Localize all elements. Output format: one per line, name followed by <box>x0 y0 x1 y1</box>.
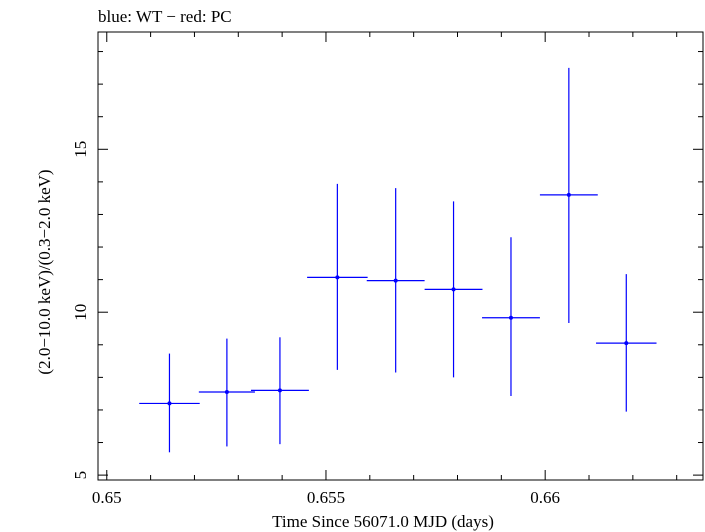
x-tick-label: 0.65 <box>92 488 122 507</box>
x-axis-tick-labels: 0.65 0.655 0.66 <box>92 488 560 507</box>
data-point-marker <box>277 388 282 393</box>
data-point <box>424 201 483 378</box>
data-point-marker <box>335 275 340 280</box>
y-tick-label: 10 <box>71 304 90 321</box>
y-axis-label: (2.0−10.0 keV)/(0.3−2.0 keV) <box>35 169 54 374</box>
x-axis-label: Time Since 56071.0 MJD (days) <box>272 512 494 531</box>
y-axis-ticks <box>98 51 703 476</box>
data-series-layer <box>139 67 657 453</box>
plot-frame <box>97 31 704 481</box>
x-tick-label: 0.66 <box>530 488 560 507</box>
data-point <box>596 274 657 412</box>
data-point-marker <box>508 315 513 320</box>
x-axis-ticks <box>106 32 678 480</box>
data-point <box>366 188 425 373</box>
data-point <box>539 67 598 323</box>
data-point <box>139 353 200 453</box>
data-point <box>251 337 309 445</box>
data-point-marker <box>167 401 172 406</box>
data-point <box>482 237 540 396</box>
data-point-marker <box>624 341 629 346</box>
y-tick-label: 15 <box>71 141 90 158</box>
y-tick-label: 5 <box>71 471 90 480</box>
y-axis-tick-labels: 5 10 15 <box>71 141 90 480</box>
data-point-marker <box>566 192 571 197</box>
chart-title: blue: WT − red: PC <box>98 7 232 26</box>
x-tick-label: 0.655 <box>307 488 345 507</box>
data-point <box>307 183 368 370</box>
data-point <box>198 338 255 447</box>
data-point-marker <box>393 278 398 283</box>
data-point-marker <box>451 287 456 292</box>
data-point-marker <box>224 390 229 395</box>
